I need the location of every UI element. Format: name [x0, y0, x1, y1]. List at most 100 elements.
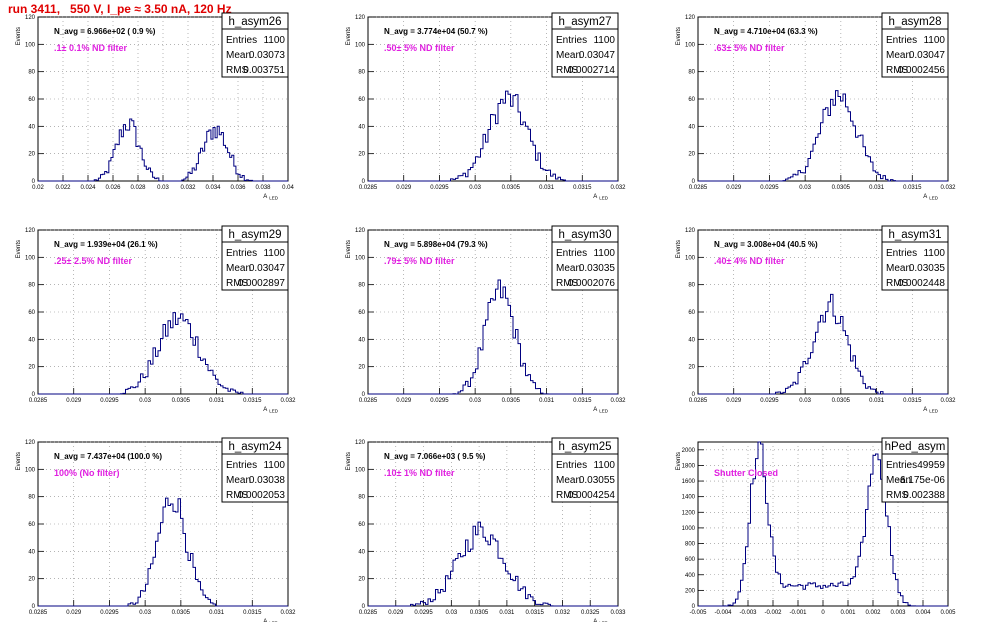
y-tick-label: 1800 [682, 463, 696, 469]
y-tick-label: 100 [355, 255, 366, 261]
x-tick-label: 0.002 [865, 610, 881, 616]
x-tick-label: 0.0295 [430, 185, 449, 191]
y-tick-label: 60 [688, 310, 695, 316]
x-tick-label: 0.0285 [359, 610, 378, 616]
filter-label: .25± 2.5% ND filter [54, 256, 132, 266]
y-tick-label: 60 [358, 522, 365, 528]
x-tick-label: 0.0285 [29, 398, 48, 404]
stats-title: hPed_asym [885, 441, 946, 453]
histogram-panel-h_asym29: 0 20 40 60 80 100 120 0.0285 0.029 0.0295 0.03 0.03… [16, 225, 296, 414]
stats-box: h_asym25 Entries 1100 Mean0.03055RMS0.00042… [551, 437, 619, 503]
stats-mean-label: Mean [886, 50, 911, 61]
stats-entries-value: 1100 [923, 248, 945, 259]
stats-mean-label: Mean [556, 263, 581, 274]
x-tick-label: 0.031 [209, 398, 225, 404]
x-axis-label-sub: LED [269, 196, 279, 201]
stats-entries-label: Entries [886, 460, 917, 471]
y-tick-label: 20 [28, 365, 35, 371]
histogram-panel-h_asym31: 0 20 40 60 80 100 120 0.0285 0.029 0.0295 0.03 0.03… [676, 225, 956, 414]
histogram-panel-h_asym24: 0 20 40 60 80 100 120 0.0285 0.029 0.0295 0.03 0.03… [16, 437, 296, 622]
histogram-panel-h_asym27: 0 20 40 60 80 100 120 0.0285 0.029 0.0295 0.03 0.03… [346, 12, 626, 201]
stats-title: h_asym25 [558, 441, 611, 453]
x-tick-label: 0.03 [469, 185, 481, 191]
x-tick-label: 0.022 [55, 185, 71, 191]
x-tick-label: 0.0325 [581, 610, 600, 616]
stats-entries-label: Entries [556, 35, 587, 46]
y-tick-label: 40 [358, 337, 365, 343]
navg-label: N_avg = 5.898e+04 (79.3 %) [384, 240, 488, 249]
x-tick-label: 0.001 [840, 610, 856, 616]
y-tick-label: 80 [358, 283, 365, 289]
stats-rms-label: RMS [556, 65, 579, 76]
x-tick-label: 0.0285 [689, 185, 708, 191]
x-tick-label: 0.0315 [243, 610, 262, 616]
x-tick-label: 0.004 [915, 610, 931, 616]
x-tick-label: 0.0285 [359, 185, 378, 191]
filter-label: .40± 4% ND filter [714, 256, 785, 266]
y-tick-label: 120 [685, 228, 696, 234]
y-tick-label: 80 [28, 283, 35, 289]
stats-mean-value: 0.03047 [249, 263, 286, 274]
x-tick-label: 0.03 [469, 398, 481, 404]
x-tick-label: 0.0305 [502, 185, 521, 191]
histogram-series [38, 497, 288, 607]
y-tick-label: 100 [355, 42, 366, 48]
x-tick-label: 0.028 [130, 185, 146, 191]
stats-rms-label: RMS [556, 278, 579, 289]
x-tick-label: 0.0305 [172, 398, 191, 404]
x-tick-label: 0.029 [388, 610, 404, 616]
stats-entries-value: 1100 [593, 35, 615, 46]
x-tick-label: 0.03 [139, 610, 151, 616]
stats-rms-value: 0.003751 [243, 65, 285, 76]
x-tick-label: 0.0305 [502, 398, 521, 404]
x-tick-label: 0.038 [255, 185, 271, 191]
x-tick-label: 0.03 [799, 398, 811, 404]
x-tick-label: 0.029 [66, 610, 82, 616]
stats-box-frame [881, 437, 949, 503]
y-tick-label: 40 [358, 124, 365, 130]
y-tick-label: 20 [358, 365, 365, 371]
y-tick-label: 40 [688, 124, 695, 130]
stats-box: h_asym30 Entries 1100 Mean0.03035RMS0.00020… [551, 225, 619, 291]
navg-label: N_avg = 6.966e+02 ( 0.9 %) [54, 27, 156, 36]
y-tick-label: 120 [355, 228, 366, 234]
y-tick-label: 1200 [682, 510, 696, 516]
y-tick-label: 60 [28, 97, 35, 103]
y-tick-label: 20 [28, 152, 35, 158]
x-tick-label: 0.0305 [832, 398, 851, 404]
stats-mean-value: 0.03047 [579, 50, 616, 61]
x-tick-label: 0.0315 [903, 185, 922, 191]
stats-rms-value: 0.0002714 [568, 65, 616, 76]
stats-entries-value: 49959 [917, 460, 945, 471]
y-axis-label: Events [16, 452, 22, 470]
y-axis-label: Events [346, 27, 352, 45]
y-tick-label: 100 [355, 467, 366, 473]
y-tick-label: 120 [25, 440, 36, 446]
y-tick-label: 40 [28, 337, 35, 343]
x-tick-label: 0.0295 [760, 185, 779, 191]
y-tick-label: 40 [28, 124, 35, 130]
x-tick-label: 0.04 [282, 185, 294, 191]
x-tick-label: 0.031 [539, 398, 555, 404]
stats-entries-value: 1100 [923, 35, 945, 46]
x-tick-label: 0.0295 [430, 398, 449, 404]
x-tick-label: 0.0295 [760, 398, 779, 404]
histogram-panel-h_asym30: 0 20 40 60 80 100 120 0.0285 0.029 0.0295 0.03 0.03… [346, 225, 626, 414]
histogram-panel-h_asym25: 0 20 40 60 80 100 120 0.0285 0.029 0.0295 0.03 0.03… [346, 437, 626, 622]
y-tick-label: 40 [28, 549, 35, 555]
x-tick-label: 0.036 [230, 185, 246, 191]
stats-entries-value: 1100 [263, 248, 285, 259]
x-tick-label: 0.026 [105, 185, 121, 191]
x-tick-label: -0.001 [789, 610, 807, 616]
y-tick-label: 60 [28, 522, 35, 528]
x-tick-label: 0.031 [869, 398, 885, 404]
stats-rms-label: RMS [886, 278, 909, 289]
stats-mean-value: 0.03035 [579, 263, 616, 274]
histogram-series [38, 118, 288, 182]
stats-title: h_asym26 [228, 16, 281, 28]
y-axis-label: Events [676, 27, 682, 45]
y-tick-label: 80 [358, 70, 365, 76]
